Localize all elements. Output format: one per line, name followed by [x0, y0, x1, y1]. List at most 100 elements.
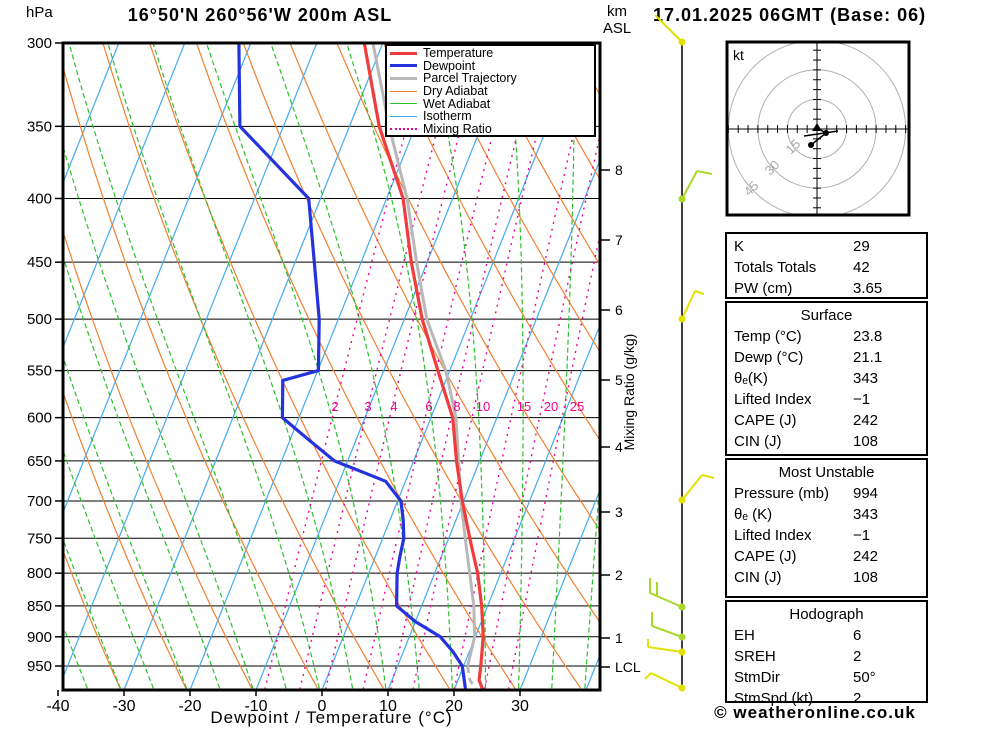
parcel-trajectory-curve — [371, 43, 477, 667]
pressure-tick-label: 750 — [27, 530, 52, 547]
pressure-axis-unit: hPa — [26, 4, 53, 21]
mixing-ratio-axis-label: Mixing Ratio (g/kg) — [621, 333, 637, 451]
wind-barb — [651, 625, 683, 638]
dry-adiabat-line — [102, 43, 384, 689]
databox-row-value: −1 — [853, 391, 871, 408]
wind-barb — [696, 170, 713, 175]
legend: Temperature Dewpoint Parcel Trajectory Dry … — [385, 44, 596, 137]
wind-barb-dot — [678, 195, 686, 203]
wet-adiabat-line — [584, 470, 600, 689]
databox-row-label: θₑ (K) — [734, 506, 773, 523]
legend-item: Mixing Ratio — [390, 121, 594, 136]
databox-row-value: 108 — [853, 569, 879, 586]
databox-row: θₑ (K) 343 — [734, 504, 919, 525]
hodograph-ring-label: 15 — [783, 136, 804, 157]
km-tick-label: 4 — [615, 439, 623, 455]
legend-swatch-temperature — [390, 51, 417, 55]
wet-adiabat-line — [63, 144, 254, 689]
isotherm-line — [63, 43, 252, 515]
databox-most-unstable: Most Unstable Pressure (mb) 994 θₑ (K) 343 Li… — [725, 458, 928, 598]
mixing-ratio-value-label: 15 — [517, 399, 531, 414]
mixing-ratio-value-label: 25 — [570, 399, 584, 414]
wet-adiabat-line — [63, 448, 154, 689]
wind-barb-dot — [678, 603, 686, 611]
km-tick-label: 1 — [615, 630, 623, 646]
isotherm-line — [321, 43, 582, 690]
wind-barb — [654, 14, 683, 43]
temperature-tick-label: -40 — [46, 698, 69, 715]
databox-hodograph: Hodograph EH 6 SREH 2 StmDir 50° StmSpd (kt) 2 — [725, 600, 928, 707]
dry-adiabat-line — [383, 43, 600, 442]
wet-adiabat-line — [345, 43, 453, 689]
databox-row-label: SREH — [734, 648, 776, 665]
databox-row-value: 23.8 — [853, 328, 883, 345]
legend-label: Mixing Ratio — [423, 121, 492, 136]
mixing-ratio-line — [507, 231, 600, 690]
hodograph-border — [725, 40, 911, 217]
temperature-curve — [362, 43, 485, 690]
databox-row: Lifted Index −1 — [734, 389, 919, 410]
parcel-trajectory-curve-dashed — [466, 665, 478, 690]
lcl-label: LCL — [615, 659, 641, 675]
databox-row-label: StmDir — [734, 669, 780, 686]
mixing-ratio-value-label: 10 — [476, 399, 490, 414]
databox-row: CIN (J) 108 — [734, 431, 919, 452]
legend-item: Wet Adiabat — [390, 97, 594, 111]
pressure-tick-label: 950 — [27, 658, 52, 675]
mixing-ratio-line — [299, 64, 455, 690]
mixing-ratio-value-label: 4 — [390, 399, 397, 414]
plot-border — [61, 41, 602, 692]
asl-label: ASL — [602, 20, 632, 37]
databox-row-label: Totals Totals — [734, 259, 817, 276]
wind-barb-dot — [678, 684, 686, 692]
legend-label: Dewpoint — [423, 58, 476, 73]
databox-title: Surface — [800, 307, 853, 324]
databox-row: StmDir 50° — [734, 667, 919, 688]
wind-barb — [681, 170, 698, 200]
databox-row-label: CIN (J) — [734, 433, 782, 450]
mixing-ratio-line — [483, 131, 600, 690]
wet-adiabat-line — [270, 43, 420, 689]
databox-row-value: 343 — [853, 506, 879, 523]
wind-barb — [681, 474, 703, 501]
legend-label: Dry Adiabat — [423, 84, 488, 99]
station-title: 16°50'N 260°56'W 200m ASL — [127, 5, 393, 25]
databox-row-label: CAPE (J) — [734, 548, 797, 565]
dry-adiabat-line — [63, 65, 319, 689]
databox-row: Temp (°C) 23.8 — [734, 326, 919, 347]
legend-item: Parcel Trajectory — [390, 71, 594, 85]
wind-barb — [694, 290, 705, 295]
databox-row: K 29 — [734, 236, 919, 257]
mixing-ratio-value-label: 8 — [453, 399, 460, 414]
legend-swatch-mixing-ratio — [390, 127, 417, 130]
km-tick-label: 8 — [615, 162, 623, 178]
wet-adiabat-line — [506, 43, 524, 689]
mixing-ratio-value-label: 20 — [544, 399, 558, 414]
wind-barb — [701, 474, 715, 479]
wind-barb — [681, 290, 696, 320]
mixing-ratio-line — [362, 64, 511, 690]
mixing-ratio-line — [390, 64, 535, 690]
temperature-tick-label: 30 — [511, 698, 529, 715]
databox-row-label: StmSpd (kt) — [734, 690, 814, 707]
pressure-tick-label: 450 — [27, 254, 52, 271]
mixing-ratio-value-label: 2 — [331, 399, 338, 414]
hodograph-arrow — [812, 123, 822, 131]
km-tick-label: 5 — [615, 372, 623, 388]
databox-row: CAPE (J) 242 — [734, 410, 919, 431]
pressure-tick-label: 550 — [27, 363, 52, 380]
databox-row: Lifted Index −1 — [734, 525, 919, 546]
pressure-tick-label: 800 — [27, 565, 52, 582]
databox-row-label: PW (cm) — [734, 280, 793, 297]
dry-adiabat-line — [63, 549, 121, 689]
databox-row-value: 50° — [853, 669, 876, 686]
temperature-tick-label: -20 — [178, 698, 201, 715]
legend-label: Temperature — [423, 46, 494, 61]
databox-row-label: Temp (°C) — [734, 328, 802, 345]
wet-adiabat-line — [63, 537, 121, 689]
dry-adiabat-line — [149, 43, 450, 689]
databox-title: Hodograph — [789, 606, 864, 623]
wet-adiabat-line — [68, 43, 287, 689]
dry-adiabat-line — [429, 43, 600, 354]
